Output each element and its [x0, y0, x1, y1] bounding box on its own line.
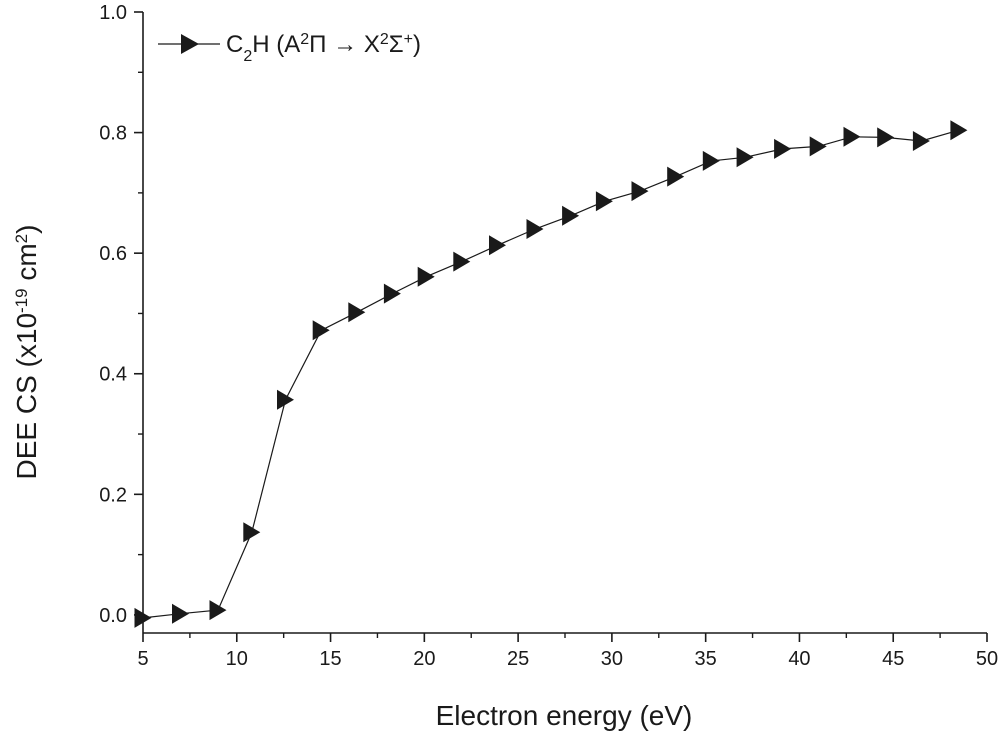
x-tick-label: 15: [319, 648, 341, 670]
legend-label: C2H (A2Π → X2Σ+): [226, 31, 421, 65]
y-axis-label: DEE CS (x10-19 cm2): [11, 225, 42, 480]
data-point: [877, 127, 895, 148]
x-tick-label: 50: [976, 648, 998, 670]
data-point: [774, 138, 792, 159]
y-axis-label-exp2: 2: [12, 234, 31, 243]
markers-group: [134, 120, 968, 628]
x-tick-label: 30: [601, 648, 623, 670]
data-point: [417, 266, 435, 287]
data-point: [453, 251, 471, 272]
y-tick-label: 0.6: [99, 243, 127, 265]
x-tick-label: 45: [882, 648, 904, 670]
legend-label-sup2: 2: [380, 31, 389, 48]
legend-label-sub: 2: [243, 48, 252, 65]
data-point: [912, 131, 930, 151]
x-tick-label: 35: [695, 648, 717, 670]
data-point: [595, 191, 613, 212]
y-axis-label-suffix: ): [11, 225, 42, 234]
data-point: [172, 603, 189, 624]
x-tick-label: 40: [788, 648, 810, 670]
y-axis-label-mid: cm: [11, 243, 42, 288]
y-tick-label: 0.2: [99, 484, 127, 506]
y-tick-label: 0.0: [99, 605, 127, 627]
y-tick-label: 0.8: [99, 123, 127, 145]
data-point: [526, 219, 544, 239]
legend-label-a: C: [226, 31, 243, 58]
data-point: [702, 150, 720, 171]
legend: C2H (A2Π → X2Σ+): [158, 31, 421, 65]
data-point: [277, 389, 294, 410]
legend-label-sup3: +: [404, 31, 413, 48]
data-point: [134, 607, 152, 628]
legend-label-c: Π → X: [309, 31, 380, 58]
legend-label-d: Σ: [389, 31, 404, 58]
data-point: [562, 205, 580, 226]
x-tick-label: 5: [137, 648, 148, 670]
y-tick-label: 0.4: [99, 364, 127, 386]
data-point: [736, 147, 754, 168]
data-point: [489, 235, 506, 256]
y-axis-label-prefix: DEE CS (x10: [11, 313, 42, 480]
x-tick-label: 20: [413, 648, 435, 670]
series-line: [142, 129, 960, 619]
y-tick-label: 1.0: [99, 2, 127, 24]
data-point: [667, 166, 685, 187]
data-point: [631, 181, 649, 202]
data-point: [209, 600, 227, 621]
data-point: [809, 136, 827, 157]
legend-label-e: ): [413, 31, 421, 58]
y-axis-label-exp: -19: [12, 288, 31, 313]
data-point: [843, 126, 861, 147]
data-point: [383, 283, 401, 304]
legend-marker: [181, 34, 199, 54]
axes: 5 10 15 20 25 30 35 40 45 50 0.0 0.2 0.4 0.6 0.8 1.0: [99, 2, 998, 670]
data-point: [950, 120, 968, 141]
x-tick-label: 25: [507, 648, 529, 670]
data-point: [243, 522, 261, 543]
data-point: [312, 320, 330, 341]
series-group: [142, 129, 960, 619]
data-point: [348, 302, 366, 323]
legend-label-b: H (A: [252, 31, 300, 58]
x-axis-label: Electron energy (eV): [436, 700, 693, 731]
legend-label-sup1: 2: [300, 31, 309, 48]
x-tick-label: 10: [226, 648, 248, 670]
